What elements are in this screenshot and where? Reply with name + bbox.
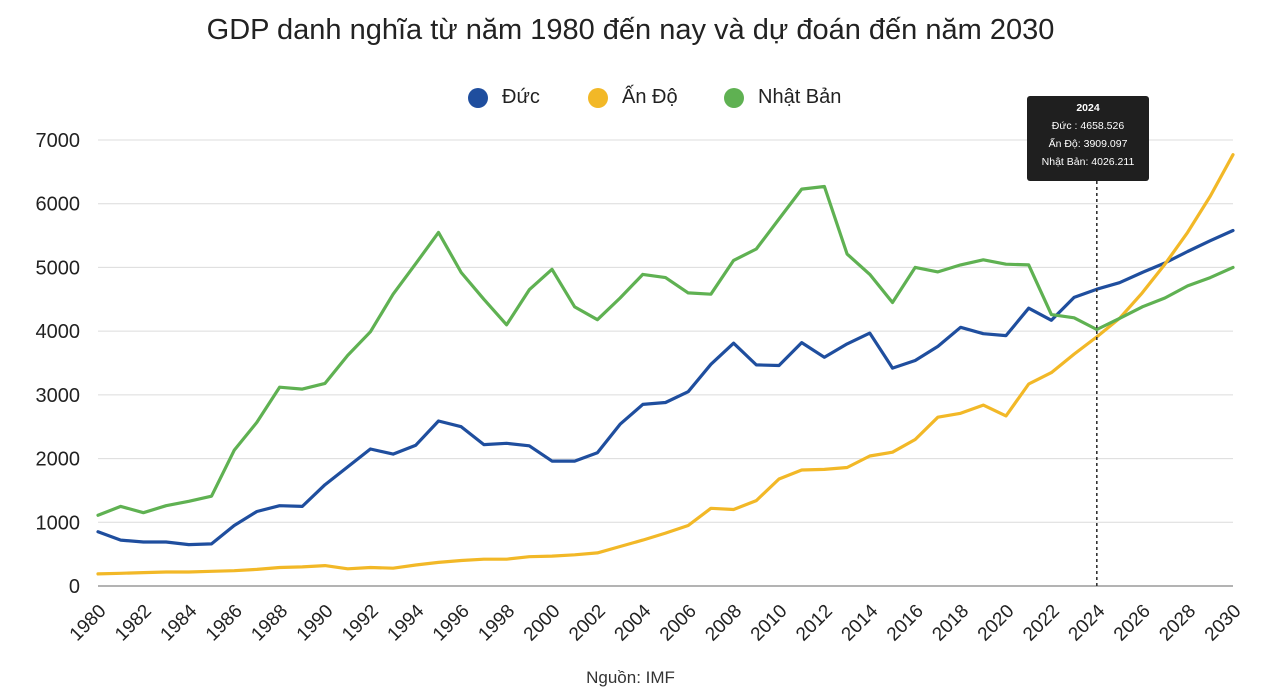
x-tick-label: 2016 xyxy=(883,601,928,646)
x-tick-label: 2002 xyxy=(565,601,610,646)
x-tick-label: 2026 xyxy=(1110,601,1155,646)
x-tick-label: 1988 xyxy=(247,601,292,646)
legend-label-duc: Đức xyxy=(502,86,540,108)
x-tick-label: 2030 xyxy=(1201,601,1246,646)
legend-swatch-duc xyxy=(468,87,488,108)
x-tick-label: 1986 xyxy=(202,601,247,646)
y-tick-label: 5000 xyxy=(36,257,81,279)
tooltip-title: 2024 xyxy=(1076,102,1100,114)
tooltip-line-an-do: Ấn Độ: 3909.097 xyxy=(1048,138,1128,150)
x-tick-label: 1992 xyxy=(338,601,383,646)
legend-label-nhat-ban: Nhật Bản xyxy=(758,86,842,108)
x-tick-label: 2028 xyxy=(1155,601,1200,646)
chart-title: GDP danh nghĩa từ năm 1980 đến nay và dự… xyxy=(206,14,1055,46)
chart-legend: Đức Ấn Độ Nhật Bản xyxy=(0,86,1261,114)
x-tick-label: 2020 xyxy=(974,601,1019,646)
x-tick-label: 1994 xyxy=(384,600,429,645)
series-line-Nhật Bản[interactable] xyxy=(96,184,1235,517)
legend-swatch-an-do xyxy=(588,87,608,108)
x-tick-label: 2000 xyxy=(520,601,565,646)
x-tick-label: 1982 xyxy=(111,601,156,646)
tooltip-line-duc: Đức : 4658.526 xyxy=(1051,120,1125,132)
x-tick-label: 2014 xyxy=(838,600,883,645)
legend-swatch-nhat-ban xyxy=(724,87,744,108)
x-tick-label: 2022 xyxy=(1019,601,1064,646)
y-tick-label: 0 xyxy=(69,576,80,598)
x-tick-label: 2018 xyxy=(928,601,973,646)
legend-item-an-do[interactable]: Ấn Độ xyxy=(588,86,678,109)
x-tick-label: 2012 xyxy=(792,601,837,646)
y-tick-label: 7000 xyxy=(36,130,81,152)
x-tick-label: 2024 xyxy=(1065,600,1110,645)
x-tick-label: 1998 xyxy=(474,601,519,646)
y-tick-label: 3000 xyxy=(36,385,81,407)
legend-label-an-do: Ấn Độ xyxy=(622,86,678,108)
x-tick-label: 2008 xyxy=(701,601,746,646)
x-tick-label: 1984 xyxy=(157,600,202,645)
x-tick-label: 2006 xyxy=(656,601,701,646)
grid-lines xyxy=(98,139,1233,587)
y-tick-label: 1000 xyxy=(36,512,81,534)
hover-tooltip: 2024 Đức : 4658.526 Ấn Độ: 3909.097 Nhật… xyxy=(1027,96,1149,181)
series-line-Ấn Độ[interactable] xyxy=(96,153,1235,576)
y-tick-label: 4000 xyxy=(36,321,81,343)
x-tick-label: 1990 xyxy=(293,601,338,646)
x-tick-label: 2004 xyxy=(611,600,656,645)
y-tick-label: 6000 xyxy=(36,194,81,216)
x-tick-label: 1980 xyxy=(66,601,111,646)
series-line-Đức[interactable] xyxy=(96,228,1235,547)
x-tick-label: 1996 xyxy=(429,601,474,646)
legend-item-nhat-ban[interactable]: Nhật Bản xyxy=(724,86,841,109)
y-axis-ticks: 0 1000 2000 3000 4000 5000 6000 7000 xyxy=(36,130,81,598)
y-tick-label: 2000 xyxy=(36,449,81,471)
legend-item-duc[interactable]: Đức xyxy=(468,86,540,109)
tooltip-line-nhat-ban: Nhật Bản: 4026.211 xyxy=(1041,156,1135,168)
x-axis-ticks: 1980 1982 1984 1986 1988 1990 1992 1994 1996 1998… xyxy=(66,600,1246,645)
series-lines xyxy=(96,153,1235,576)
x-tick-label: 2010 xyxy=(747,601,792,646)
source-note: Nguồn: IMF xyxy=(586,668,675,687)
